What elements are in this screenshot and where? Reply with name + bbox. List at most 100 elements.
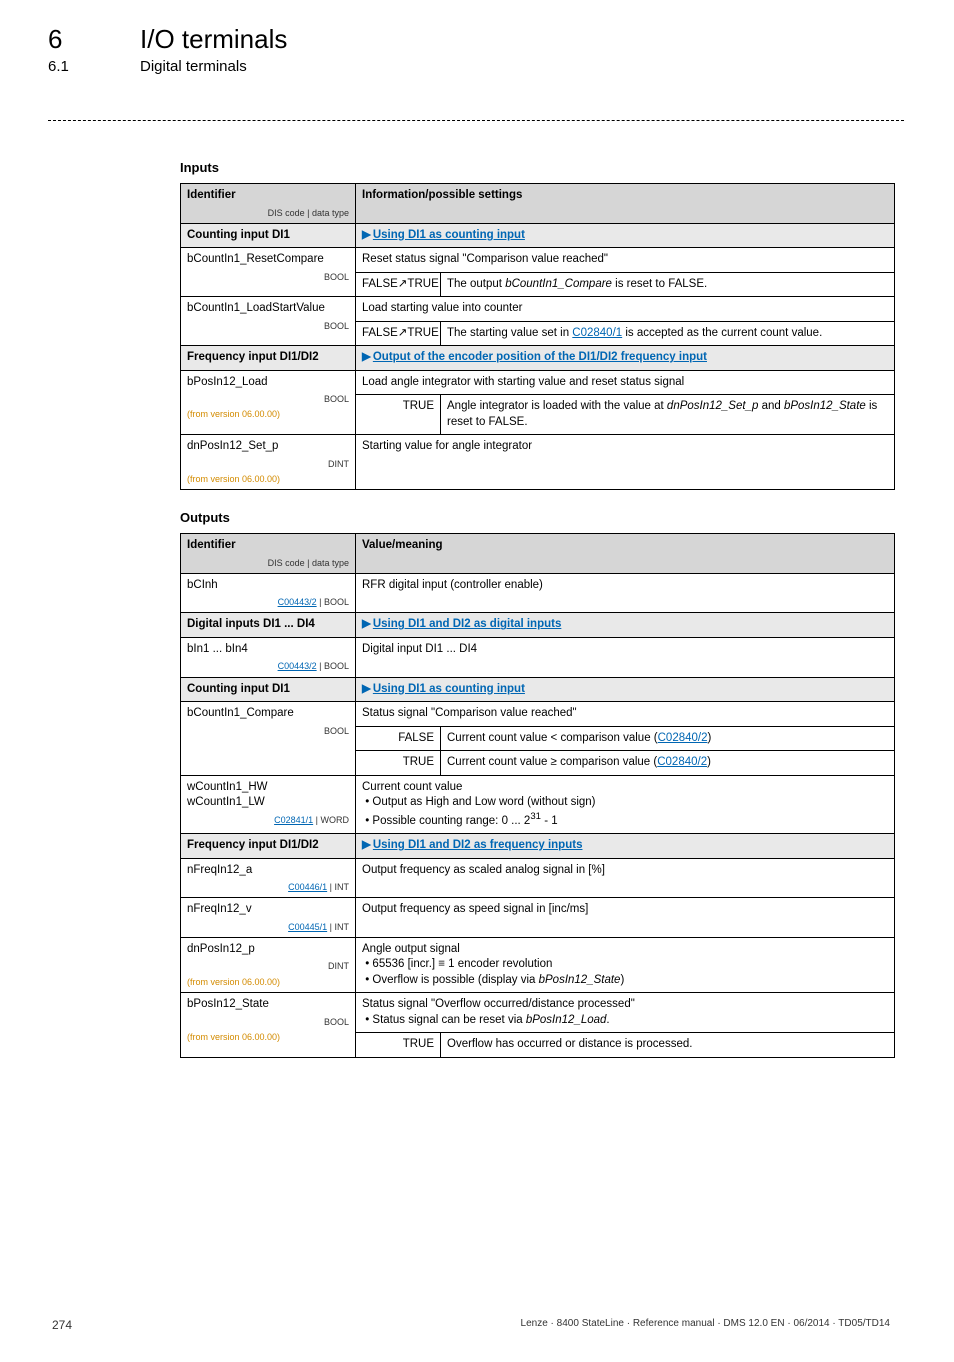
link-c02841-1[interactable]: C02841/1 bbox=[274, 815, 313, 825]
nfv-desc: Output frequency as speed signal in [inc… bbox=[356, 898, 895, 938]
out-col-identifier-label: Identifier bbox=[187, 539, 236, 551]
row-compare: bCountIn1_Compare BOOL bbox=[181, 702, 356, 776]
link-c02840-1[interactable]: C02840/1 bbox=[572, 327, 622, 339]
bcinh-desc: RFR digital input (controller enable) bbox=[356, 573, 895, 613]
row-count-di1: Counting input DI1 bbox=[181, 677, 356, 702]
dnpos-from: (from version 06.00.00) bbox=[187, 976, 349, 988]
col-info: Information/possible settings bbox=[356, 184, 895, 224]
out-col-dis-label: DIS code | data type bbox=[187, 557, 349, 569]
hwlw-label1: wCountIn1_HW bbox=[187, 781, 268, 793]
outputs-table: Identifier DIS code | data type Value/me… bbox=[180, 533, 895, 1058]
setp-desc: Starting value for angle integrator bbox=[356, 435, 895, 490]
row-nfa: nFreqIn12_a C00446/1 | INT bbox=[181, 858, 356, 898]
row-freq-out: Frequency input DI1/DI2 bbox=[181, 834, 356, 859]
row-setp: dnPosIn12_Set_p DINT (from version 06.00… bbox=[181, 435, 356, 490]
row-bcinh: bCInh C00443/2 | BOOL bbox=[181, 573, 356, 613]
compare-false-k: FALSE bbox=[356, 726, 441, 751]
bin14-dis: C00443/2 | BOOL bbox=[187, 660, 349, 672]
page-footer: 274 Lenze · 8400 StateLine · Reference m… bbox=[100, 1318, 894, 1332]
outputs-heading: Outputs bbox=[180, 510, 894, 525]
row-posload: bPosIn12_Load BOOL (from version 06.00.0… bbox=[181, 370, 356, 435]
chapter-number: 6 bbox=[48, 24, 62, 55]
row-count-di1-link: ▶Using DI1 as counting input bbox=[356, 677, 895, 702]
row-counting-di1: Counting input DI1 bbox=[181, 223, 356, 248]
bstate-label: bPosIn12_State bbox=[187, 998, 269, 1010]
row-load-start: bCountIn1_LoadStartValue BOOL bbox=[181, 297, 356, 346]
setp-from: (from version 06.00.00) bbox=[187, 473, 349, 485]
link-c02840-2a[interactable]: C02840/2 bbox=[658, 732, 708, 744]
nfv-dis: C00445/1 | INT bbox=[187, 921, 349, 933]
posload-dis: BOOL bbox=[187, 393, 349, 405]
bstate-true-k: TRUE bbox=[356, 1033, 441, 1058]
link-di1-counting-out[interactable]: Using DI1 as counting input bbox=[373, 683, 525, 695]
load-start-label: bCountIn1_LoadStartValue bbox=[187, 302, 325, 314]
link-c00443-2a[interactable]: C00443/2 bbox=[278, 597, 317, 607]
nfa-desc: Output frequency as scaled analog signal… bbox=[356, 858, 895, 898]
nfa-dis: C00446/1 | INT bbox=[187, 881, 349, 893]
out-col-identifier: Identifier DIS code | data type bbox=[181, 534, 356, 574]
row-di14-link: ▶Using DI1 and DI2 as digital inputs bbox=[356, 613, 895, 638]
link-encoder-pos[interactable]: Output of the encoder position of the DI… bbox=[373, 351, 707, 363]
reset-compare-desc: Reset status signal "Comparison value re… bbox=[356, 248, 895, 273]
bin14-desc: Digital input DI1 ... DI4 bbox=[356, 637, 895, 677]
link-di1-di2-freq[interactable]: Using DI1 and DI2 as frequency inputs bbox=[373, 839, 583, 851]
row-freq: Frequency input DI1/DI2 bbox=[181, 346, 356, 371]
reset-compare-key: FALSE↗TRUE bbox=[356, 272, 441, 297]
link-c00443-2b[interactable]: C00443/2 bbox=[278, 661, 317, 671]
posload-label: bPosIn12_Load bbox=[187, 376, 268, 388]
hwlw-dis: C02841/1 | WORD bbox=[187, 814, 349, 826]
dnpos-dis: DINT bbox=[187, 960, 349, 972]
load-start-desc: Load starting value into counter bbox=[356, 297, 895, 322]
row-nfv: nFreqIn12_v C00445/1 | INT bbox=[181, 898, 356, 938]
posload-key: TRUE bbox=[356, 395, 441, 435]
compare-true-k: TRUE bbox=[356, 751, 441, 776]
row-counting-di1-link: ▶Using DI1 as counting input bbox=[356, 223, 895, 248]
posload-desc: Load angle integrator with starting valu… bbox=[356, 370, 895, 395]
link-c00445-1[interactable]: C00445/1 bbox=[288, 922, 327, 932]
row-di14: Digital inputs DI1 ... DI4 bbox=[181, 613, 356, 638]
out-col-info: Value/meaning bbox=[356, 534, 895, 574]
load-start-val: The starting value set in C02840/1 is ac… bbox=[441, 321, 895, 346]
bstate-dis: BOOL bbox=[187, 1016, 349, 1028]
nfv-label: nFreqIn12_v bbox=[187, 903, 252, 915]
compare-false-v: Current count value < comparison value (… bbox=[441, 726, 895, 751]
load-start-key: FALSE↗TRUE bbox=[356, 321, 441, 346]
footer-page: 274 bbox=[52, 1318, 72, 1332]
compare-label: bCountIn1_Compare bbox=[187, 707, 294, 719]
compare-dis: BOOL bbox=[187, 725, 349, 737]
setp-dis: DINT bbox=[187, 458, 349, 470]
row-hwlw: wCountIn1_HW wCountIn1_LW C02841/1 | WOR… bbox=[181, 775, 356, 833]
chapter-title: I/O terminals bbox=[140, 24, 287, 55]
dnpos-label: dnPosIn12_p bbox=[187, 943, 255, 955]
compare-desc: Status signal "Comparison value reached" bbox=[356, 702, 895, 727]
row-reset-compare: bCountIn1_ResetCompare BOOL bbox=[181, 248, 356, 297]
link-di1-di2-digital[interactable]: Using DI1 and DI2 as digital inputs bbox=[373, 618, 562, 630]
col-identifier-label: Identifier bbox=[187, 189, 236, 201]
reset-compare-dis: BOOL bbox=[187, 271, 349, 283]
setp-label: dnPosIn12_Set_p bbox=[187, 440, 278, 452]
bstate-desc: Status signal "Overflow occurred/distanc… bbox=[356, 993, 895, 1033]
link-using-di1-counting[interactable]: Using DI1 as counting input bbox=[373, 229, 525, 241]
posload-val: Angle integrator is loaded with the valu… bbox=[441, 395, 895, 435]
dnpos-desc: Angle output signal • 65536 [incr.] ≡ 1 … bbox=[356, 937, 895, 993]
compare-true-v: Current count value ≥ comparison value (… bbox=[441, 751, 895, 776]
inputs-heading: Inputs bbox=[180, 160, 894, 175]
link-c00446-1[interactable]: C00446/1 bbox=[288, 882, 327, 892]
row-bin14: bIn1 ... bIn4 C00443/2 | BOOL bbox=[181, 637, 356, 677]
divider bbox=[48, 120, 904, 121]
bstate-true-v: Overflow has occurred or distance is pro… bbox=[441, 1033, 895, 1058]
bcinh-dis: C00443/2 | BOOL bbox=[187, 596, 349, 608]
col-identifier: Identifier DIS code | data type bbox=[181, 184, 356, 224]
inputs-table: Identifier DIS code | data type Informat… bbox=[180, 183, 895, 490]
posload-from: (from version 06.00.00) bbox=[187, 408, 349, 420]
row-bstate: bPosIn12_State BOOL (from version 06.00.… bbox=[181, 993, 356, 1058]
bin14-label: bIn1 ... bIn4 bbox=[187, 643, 248, 655]
link-c02840-2b[interactable]: C02840/2 bbox=[657, 756, 707, 768]
reset-compare-label: bCountIn1_ResetCompare bbox=[187, 253, 324, 265]
hwlw-label2: wCountIn1_LW bbox=[187, 796, 265, 808]
row-freq-link: ▶Output of the encoder position of the D… bbox=[356, 346, 895, 371]
section-number: 6.1 bbox=[48, 58, 69, 75]
section-title: Digital terminals bbox=[140, 58, 247, 75]
reset-compare-val: The output bCountIn1_Compare is reset to… bbox=[441, 272, 895, 297]
footer-right: Lenze · 8400 StateLine · Reference manua… bbox=[521, 1318, 890, 1332]
